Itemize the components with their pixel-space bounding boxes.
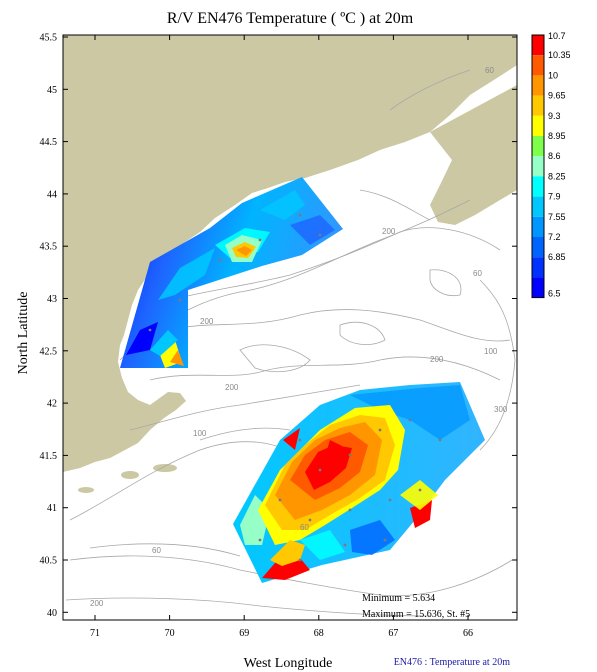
colorbar-swatch [532, 35, 544, 56]
colorbar-tick-label: 8.95 [548, 131, 566, 141]
depth-label: 200 [200, 317, 214, 326]
y-tick-label: 45.5 [40, 33, 58, 44]
x-tick-label: 70 [165, 628, 175, 639]
y-tick-label: 43.5 [40, 242, 58, 253]
station-markers [148, 213, 442, 562]
depth-label: 60 [152, 546, 161, 555]
colorbar-tick-label: 10 [548, 70, 558, 80]
depth-label: 200 [382, 227, 396, 236]
colorbar-swatch [532, 196, 544, 217]
colorbar-tick-label: 8.6 [548, 151, 561, 161]
colorbar-swatch [532, 115, 544, 136]
x-axis: 71 70 69 68 67 66 [90, 35, 473, 639]
y-tick-label: 42.5 [40, 346, 58, 357]
y-tick-label: 43 [47, 294, 57, 305]
colorbar-tick-label: 10.7 [548, 31, 566, 41]
minimum-stat: Minimum = 5.634 [362, 593, 435, 604]
colorbar-tick-label: 9.3 [548, 111, 561, 121]
colorbar-tick-label: 10.35 [548, 50, 571, 60]
map-panel: 60 200 60 200 200 100 300 60 60 200 100 … [63, 35, 517, 620]
colorbar-swatch [532, 75, 544, 96]
x-axis-label: West Longitude [244, 656, 333, 671]
x-tick-label: 67 [388, 628, 398, 639]
colorbar-tick-label: 7.55 [548, 212, 566, 222]
depth-label: 200 [225, 383, 239, 392]
map-frame [62, 34, 518, 621]
colorbar-swatch [532, 257, 544, 278]
y-tick-label: 42 [47, 399, 57, 410]
colorbar-swatch [532, 176, 544, 197]
georges-bank-temperature-field [233, 382, 485, 583]
cape-cod [150, 392, 186, 414]
colorbar-swatch [532, 55, 544, 76]
depth-label: 60 [300, 523, 309, 532]
colorbar-swatch [532, 136, 544, 157]
land-mass [63, 35, 517, 472]
colorbar-swatch [532, 216, 544, 237]
colorbar-tick-label: 9.65 [548, 91, 566, 101]
x-tick-label: 66 [463, 628, 473, 639]
y-tick-label: 44 [47, 189, 57, 200]
colorbar-tick-label: 6.5 [548, 289, 561, 299]
depth-label: 200 [430, 355, 444, 364]
depth-label: 100 [484, 347, 498, 356]
depth-label: 300 [494, 405, 508, 414]
x-tick-label: 69 [239, 628, 249, 639]
y-tick-label: 41 [47, 503, 57, 514]
map-title: R/V EN476 Temperature ( ºC ) at 20m [167, 10, 414, 27]
colorbar-swatch [532, 277, 544, 298]
y-tick-label: 41.5 [40, 451, 58, 462]
x-tick-label: 71 [90, 628, 100, 639]
maximum-stat: Maximum = 15.636, St. #5 [362, 609, 470, 620]
colorbar: 10.7 10.35 10 9.65 9.3 8.95 8.6 8.25 7.9 7.55 7.2 6… [531, 31, 571, 299]
depth-label: 100 [193, 429, 207, 438]
nova-scotia [430, 85, 517, 225]
island [153, 464, 177, 472]
colorbar-tick-label: 8.25 [548, 171, 566, 181]
island [78, 487, 94, 493]
depth-labels: 60 200 60 200 200 100 300 60 60 200 100 … [90, 66, 508, 608]
depth-label: 60 [485, 66, 494, 75]
y-tick-label: 45 [47, 85, 57, 96]
credit-text: EN476 : Temperature at 20m [394, 657, 511, 668]
island [121, 471, 139, 479]
colorbar-frame [531, 34, 545, 299]
y-tick-label: 40.5 [40, 556, 58, 567]
x-tick-label: 68 [314, 628, 324, 639]
colorbar-swatch [532, 156, 544, 177]
colorbar-tick-label: 6.85 [548, 252, 566, 262]
y-axis-label: North Latitude [16, 292, 31, 375]
depth-label: 200 [90, 599, 104, 608]
colorbar-swatch [532, 95, 544, 116]
y-tick-label: 40 [47, 608, 57, 619]
depth-label: 60 [473, 269, 482, 278]
colorbar-tick-label: 7.9 [548, 192, 561, 202]
y-axis: 45.5 45 44.5 44 43.5 43 42.5 42 41.5 41 40.5 40 [40, 33, 517, 619]
gulf-of-maine-temperature-field [120, 177, 343, 368]
colorbar-swatch [532, 237, 544, 258]
y-tick-label: 44.5 [40, 137, 58, 148]
bathymetry-contours [65, 69, 516, 617]
colorbar-tick-label: 7.2 [548, 232, 561, 242]
